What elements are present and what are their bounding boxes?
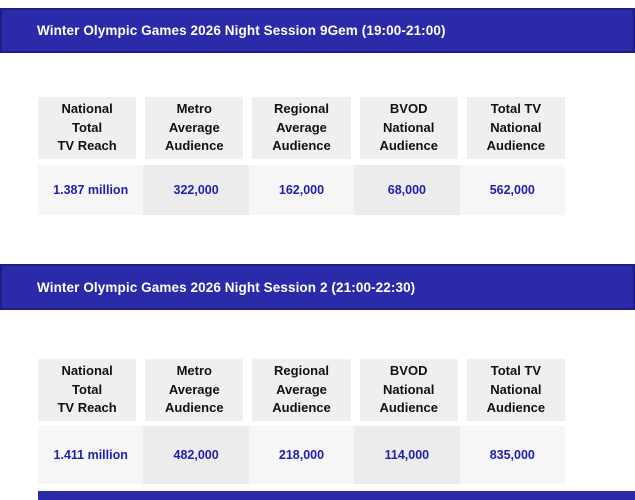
column-header: Total TV National Audience xyxy=(466,97,565,159)
value-cell: 835,000 xyxy=(459,426,565,484)
section-1-column-header-row: National Total TV Reach Metro Average Au… xyxy=(38,97,565,159)
section-2-header-bar: Winter Olympic Games 2026 Night Session … xyxy=(0,264,635,310)
column-header: Metro Average Audience xyxy=(145,359,244,421)
value-cell: 482,000 xyxy=(143,426,249,484)
column-header: National Total TV Reach xyxy=(38,359,137,421)
partial-next-section-bar xyxy=(38,491,635,500)
section-1-value-row: 1.387 million 322,000 162,000 68,000 562… xyxy=(38,165,565,215)
column-header: BVOD National Audience xyxy=(359,359,458,421)
value-cell: 162,000 xyxy=(248,165,355,215)
section-2-value-row: 1.411 million 482,000 218,000 114,000 83… xyxy=(38,426,565,484)
section-1-header-bar: Winter Olympic Games 2026 Night Session … xyxy=(0,8,635,53)
section-2-column-header-row: National Total TV Reach Metro Average Au… xyxy=(38,359,565,421)
section-2-title: Winter Olympic Games 2026 Night Session … xyxy=(37,279,416,295)
value-cell: 562,000 xyxy=(459,165,565,215)
value-cell: 114,000 xyxy=(354,426,460,484)
value-cell: 322,000 xyxy=(143,165,249,215)
section-1-title: Winter Olympic Games 2026 Night Session … xyxy=(37,23,446,38)
column-header: Total TV National Audience xyxy=(466,359,565,421)
column-header: Metro Average Audience xyxy=(145,97,244,159)
value-cell: 1.387 million xyxy=(38,165,144,215)
value-cell: 218,000 xyxy=(248,426,355,484)
column-header: BVOD National Audience xyxy=(359,97,458,159)
column-header: Regional Average Audience xyxy=(252,359,351,421)
value-cell: 68,000 xyxy=(354,165,460,215)
column-header: Regional Average Audience xyxy=(252,97,351,159)
column-header: National Total TV Reach xyxy=(38,97,137,159)
value-cell: 1.411 million xyxy=(38,426,144,484)
